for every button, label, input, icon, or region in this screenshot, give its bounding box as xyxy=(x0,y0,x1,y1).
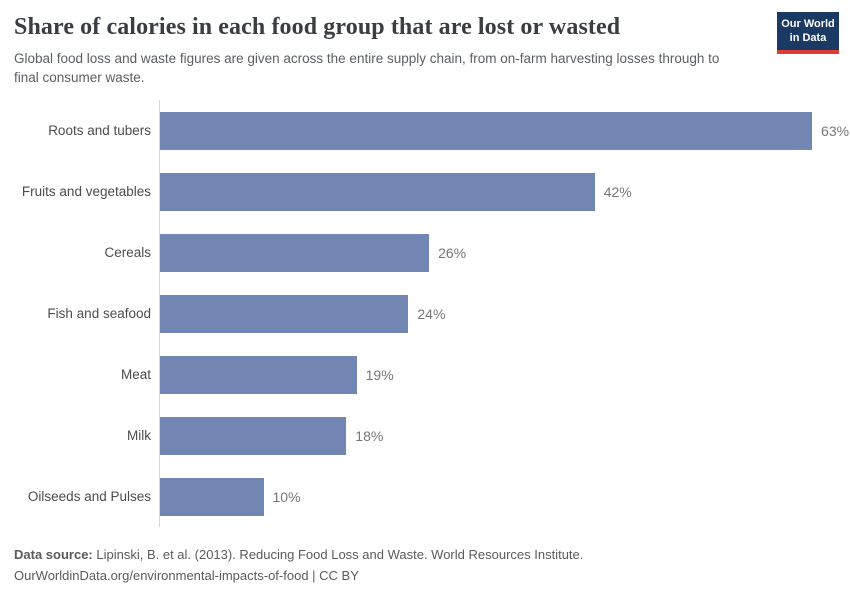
bar-row: Roots and tubers 63% xyxy=(14,100,850,162)
bar-track: 19% xyxy=(159,344,850,406)
bar-track: 24% xyxy=(159,283,850,345)
bar xyxy=(160,477,264,516)
bar-track: 10% xyxy=(159,466,850,528)
owid-logo-line2: in Data xyxy=(789,32,827,45)
bar xyxy=(160,416,347,455)
category-label: Roots and tubers xyxy=(48,123,151,139)
chart-subtitle: Global food loss and waste figures are g… xyxy=(14,51,720,85)
bar-row: Milk 18% xyxy=(14,405,850,467)
bar xyxy=(160,172,595,211)
bar xyxy=(160,233,430,272)
bar xyxy=(160,294,409,333)
category-label: Fruits and vegetables xyxy=(21,184,151,200)
value-label: 63% xyxy=(821,122,850,139)
bar-row: Oilseeds and Pulses 10% xyxy=(14,466,850,528)
category-label: Fish and seafood xyxy=(47,306,151,322)
category-label: Oilseeds and Pulses xyxy=(27,489,151,505)
data-source-label: Data source: xyxy=(14,547,93,563)
bar-track: 18% xyxy=(159,405,850,467)
data-source-line: Data source: Lipinski, B. et al. (2013).… xyxy=(14,544,850,565)
bar-row: Fruits and vegetables 42% xyxy=(14,161,850,223)
value-label: 42% xyxy=(603,183,632,200)
value-label: 24% xyxy=(417,305,446,322)
data-source-text: Lipinski, B. et al. (2013). Reducing Foo… xyxy=(92,547,584,563)
bar-track: 26% xyxy=(159,222,850,284)
category-label: Milk xyxy=(127,428,151,444)
bar xyxy=(160,355,357,394)
bar-track: 42% xyxy=(159,161,850,223)
category-label: Cereals xyxy=(104,245,151,261)
value-label: 19% xyxy=(365,366,394,383)
bar-track: 63% xyxy=(159,100,850,162)
value-label: 18% xyxy=(355,427,384,444)
category-label: Meat xyxy=(120,367,151,383)
bar-row: Meat 19% xyxy=(14,344,850,406)
owid-logo: Our World in Data xyxy=(777,12,839,54)
bar-chart: Roots and tubers 63% Fruits and vegetabl… xyxy=(14,100,850,528)
owid-logo-line1: Our World xyxy=(781,18,835,30)
bar-row: Fish and seafood 24% xyxy=(14,283,850,345)
bar-row: Cereals 26% xyxy=(14,222,850,284)
bar xyxy=(160,111,813,150)
value-label: 26% xyxy=(438,244,467,261)
chart-footer: Data source: Lipinski, B. et al. (2013).… xyxy=(14,544,850,586)
value-label: 10% xyxy=(272,488,301,505)
page-title: Share of calories in each food group tha… xyxy=(14,14,621,40)
license-line: OurWorldinData.org/environmental-impacts… xyxy=(14,568,359,584)
